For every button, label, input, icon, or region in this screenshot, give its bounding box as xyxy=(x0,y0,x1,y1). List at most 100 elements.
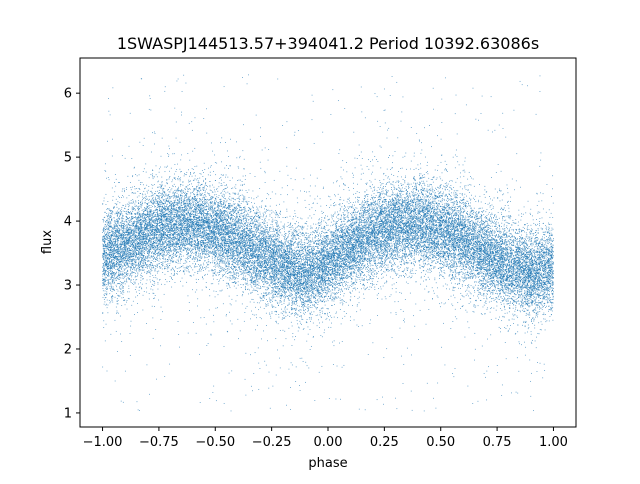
data-point xyxy=(485,283,486,284)
data-point xyxy=(460,231,461,232)
data-point xyxy=(209,309,210,310)
data-point xyxy=(471,235,472,236)
data-point xyxy=(189,231,190,232)
data-point xyxy=(434,238,435,239)
data-point xyxy=(443,267,444,268)
data-point xyxy=(112,87,113,88)
data-point xyxy=(429,225,430,226)
data-point xyxy=(356,268,357,269)
data-point xyxy=(253,268,254,269)
data-point xyxy=(440,231,441,232)
data-point xyxy=(232,210,233,211)
data-point xyxy=(533,271,534,272)
data-point xyxy=(273,212,274,213)
data-point xyxy=(459,266,460,267)
data-point xyxy=(298,130,299,131)
data-point xyxy=(469,251,470,252)
data-point xyxy=(353,132,354,133)
data-point xyxy=(139,211,140,212)
data-point xyxy=(129,202,130,203)
data-point xyxy=(162,245,163,246)
data-point xyxy=(420,177,421,178)
data-point xyxy=(292,279,293,280)
data-point xyxy=(220,248,221,249)
data-point xyxy=(507,313,508,314)
data-point xyxy=(408,244,409,245)
data-point xyxy=(488,130,489,131)
data-point xyxy=(482,314,483,315)
data-point xyxy=(473,295,474,296)
data-point xyxy=(197,273,198,274)
data-point xyxy=(173,247,174,248)
data-point xyxy=(431,230,432,231)
data-point xyxy=(232,221,233,222)
data-point xyxy=(221,161,222,162)
data-point xyxy=(475,258,476,259)
data-point xyxy=(277,256,278,257)
data-point xyxy=(192,200,193,201)
data-point xyxy=(520,287,521,288)
data-point xyxy=(525,298,526,299)
data-point xyxy=(254,220,255,221)
data-point xyxy=(287,247,288,248)
data-point xyxy=(193,212,194,213)
data-point xyxy=(259,243,260,244)
data-point xyxy=(269,259,270,260)
data-point xyxy=(363,243,364,244)
data-point xyxy=(475,285,476,286)
data-point xyxy=(293,236,294,237)
data-point xyxy=(371,202,372,203)
data-point xyxy=(234,274,235,275)
data-point xyxy=(483,228,484,229)
data-point xyxy=(283,264,284,265)
data-point xyxy=(488,366,489,367)
data-point xyxy=(163,195,164,196)
data-point xyxy=(148,266,149,267)
data-point xyxy=(430,199,431,200)
data-point xyxy=(311,268,312,269)
data-point xyxy=(359,257,360,258)
data-point xyxy=(230,165,231,166)
data-point xyxy=(527,256,528,257)
data-point xyxy=(175,255,176,256)
data-point xyxy=(207,238,208,239)
data-point xyxy=(415,195,416,196)
data-point xyxy=(524,290,525,291)
data-point xyxy=(291,314,292,315)
data-point xyxy=(424,254,425,255)
data-point xyxy=(354,215,355,216)
data-point xyxy=(485,253,486,254)
data-point xyxy=(447,204,448,205)
data-point xyxy=(319,296,320,297)
data-point xyxy=(440,197,441,198)
data-point xyxy=(267,340,268,341)
data-point xyxy=(119,277,120,278)
data-point xyxy=(374,252,375,253)
data-point xyxy=(361,261,362,262)
data-point xyxy=(368,247,369,248)
data-point xyxy=(453,227,454,228)
data-point xyxy=(344,293,345,294)
data-point xyxy=(225,264,226,265)
data-point xyxy=(449,226,450,227)
data-point xyxy=(502,288,503,289)
data-point xyxy=(341,249,342,250)
data-point xyxy=(389,296,390,297)
data-point xyxy=(388,231,389,232)
data-point xyxy=(167,221,168,222)
data-point xyxy=(247,213,248,214)
data-point xyxy=(376,256,377,257)
data-point xyxy=(383,404,384,405)
data-point xyxy=(548,276,549,277)
data-point xyxy=(159,258,160,259)
data-point xyxy=(546,306,547,307)
data-point xyxy=(113,249,114,250)
data-point xyxy=(122,261,123,262)
data-point xyxy=(174,174,175,175)
data-point xyxy=(332,285,333,286)
data-point xyxy=(146,234,147,235)
data-point xyxy=(491,277,492,278)
data-point xyxy=(427,269,428,270)
data-point xyxy=(106,178,107,179)
data-point xyxy=(239,255,240,256)
